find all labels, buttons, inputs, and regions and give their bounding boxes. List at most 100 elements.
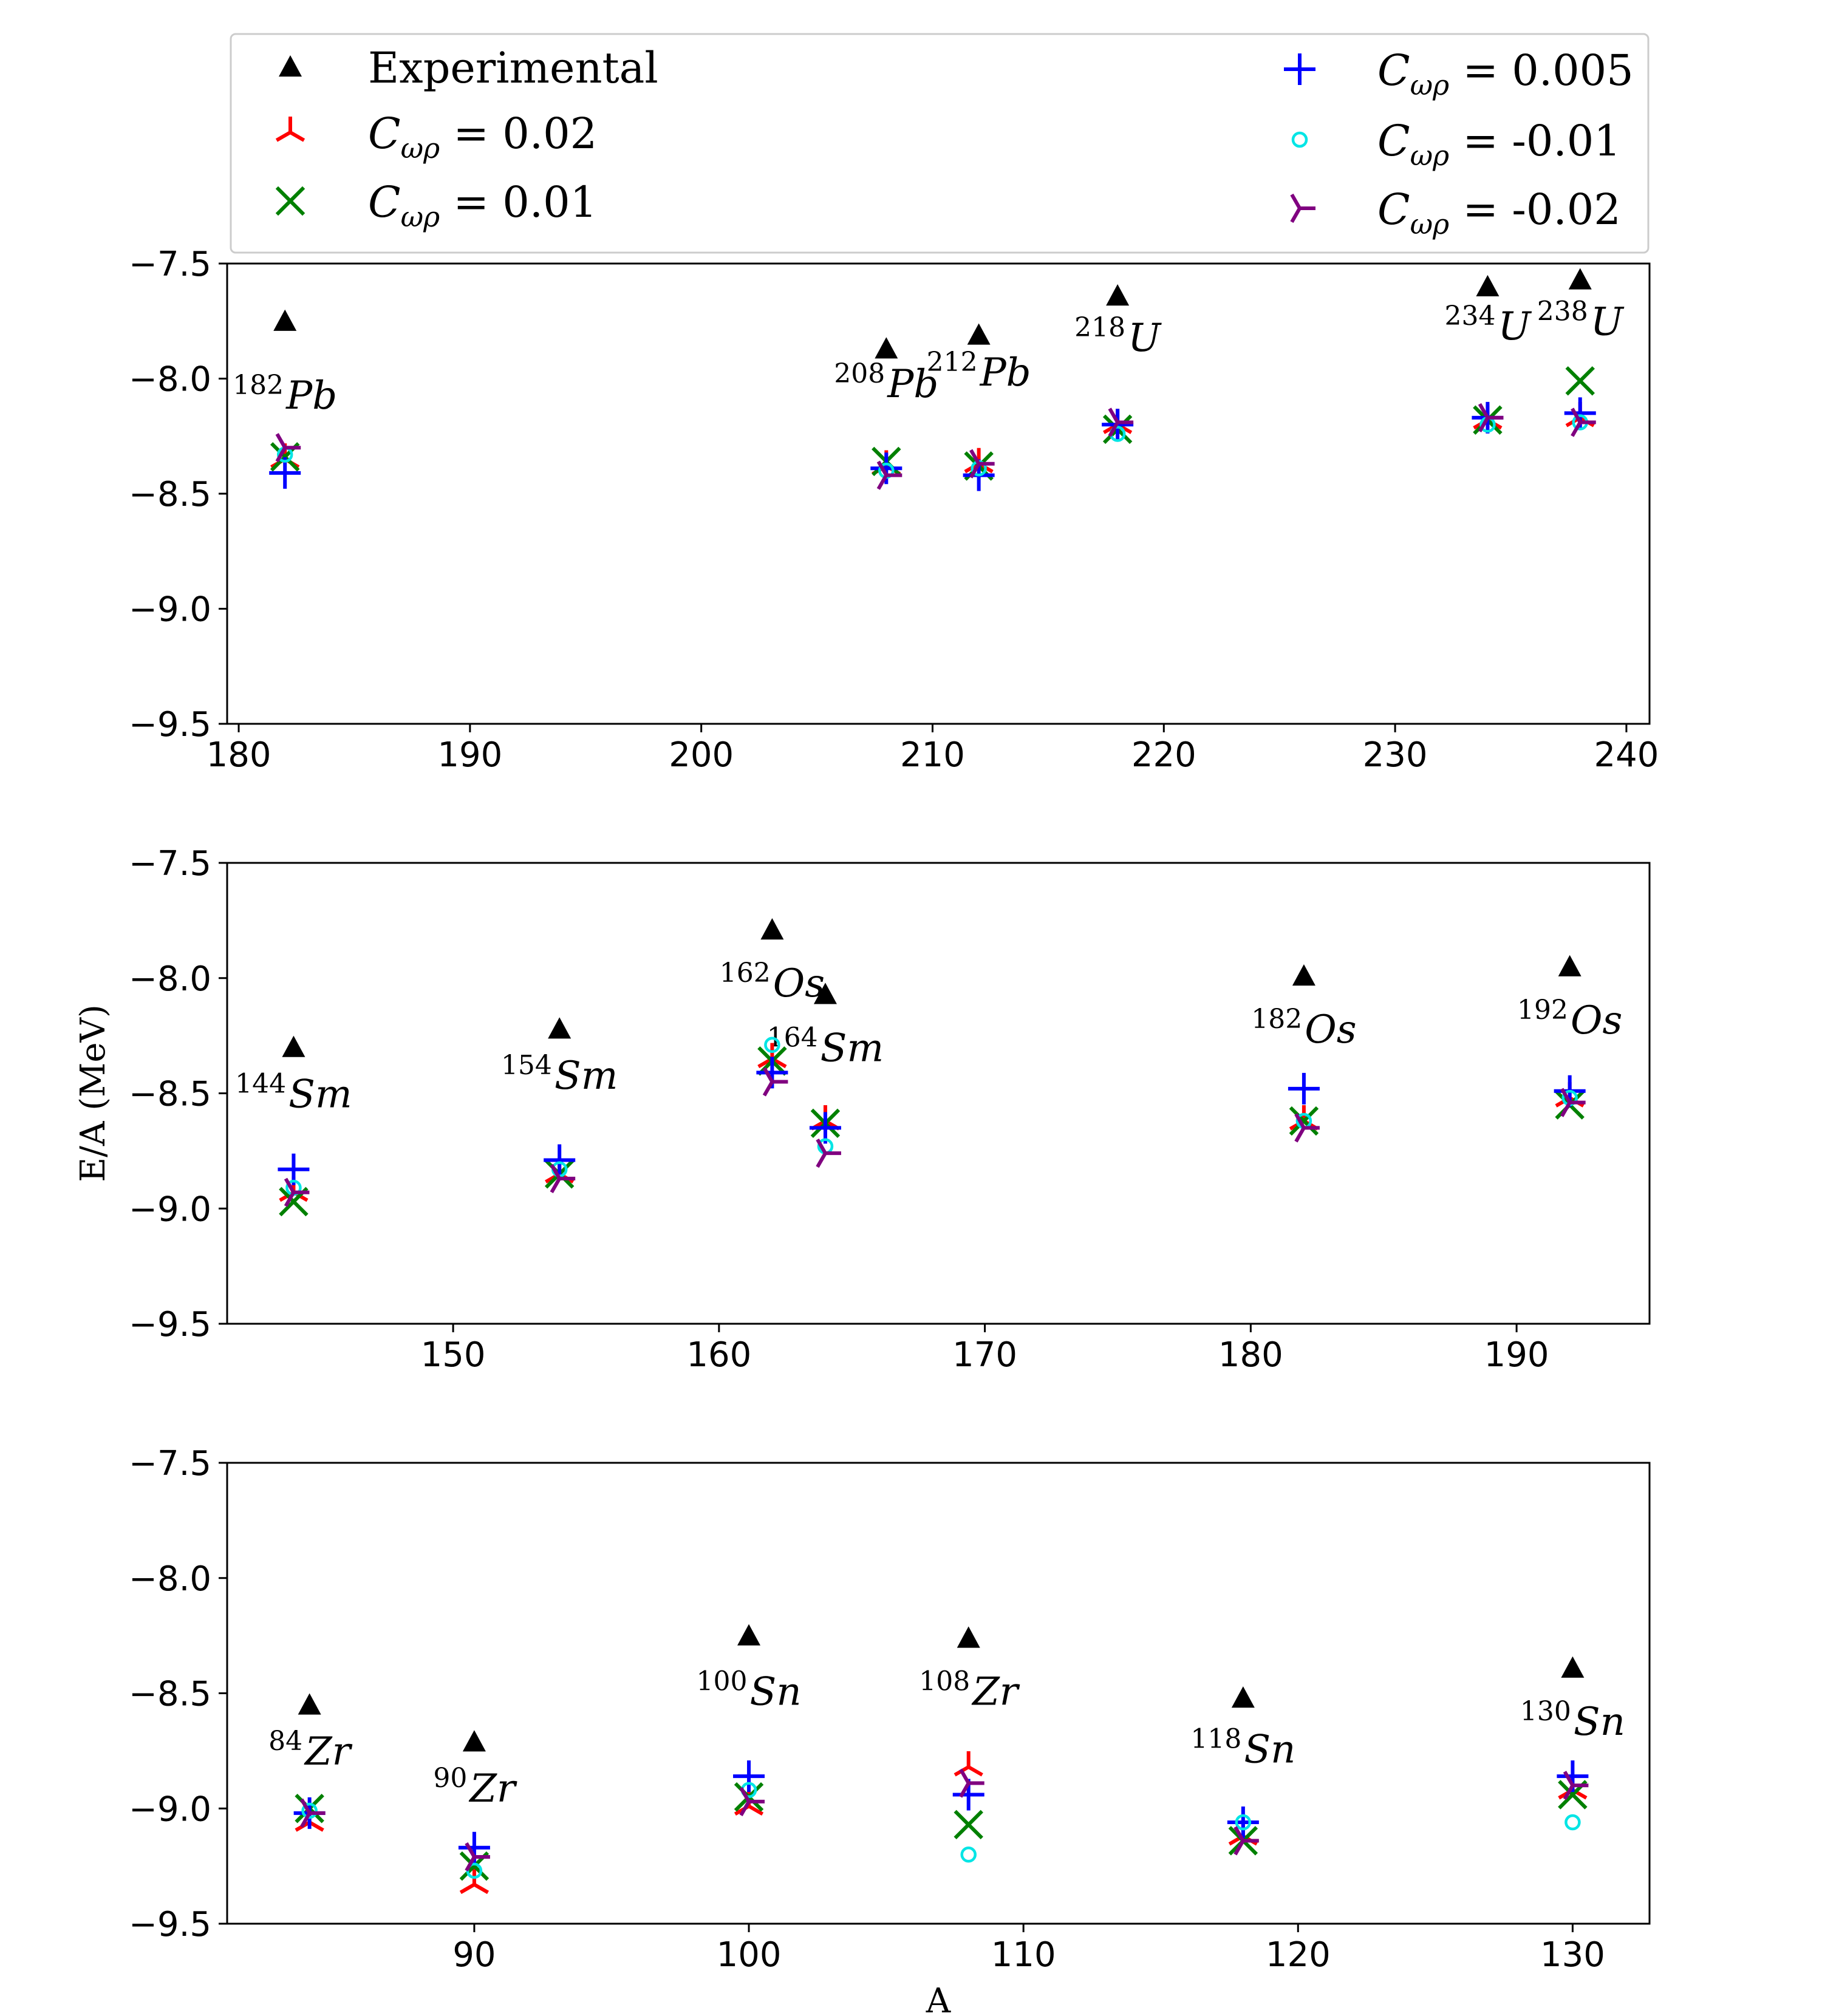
x-tick-label: 190 bbox=[437, 735, 502, 775]
svg-text:154Sm: 154Sm bbox=[501, 1050, 618, 1098]
nucleus-label: 218U bbox=[1074, 312, 1162, 361]
point-c-wr-0-01 bbox=[960, 1846, 977, 1863]
point-experimental bbox=[1561, 1656, 1585, 1678]
x-axis-title: A bbox=[926, 1981, 951, 2016]
x-tick-label: 190 bbox=[1484, 1335, 1549, 1375]
point-c-wr-0-02 bbox=[550, 1163, 576, 1194]
point-experimental bbox=[282, 1035, 305, 1057]
point-experimental bbox=[875, 337, 898, 359]
legend-coupling-symbol: C bbox=[368, 177, 401, 227]
nucleus-mass-number: 208 bbox=[834, 358, 885, 389]
legend-label: Experimental bbox=[368, 43, 658, 93]
nucleus-label: 164Sm bbox=[767, 1022, 884, 1071]
legend-coupling-subscript: ωρ bbox=[401, 200, 440, 233]
point-experimental bbox=[1558, 955, 1581, 976]
point-c-wr-0-02 bbox=[816, 1139, 841, 1168]
svg-text:192Os: 192Os bbox=[1517, 995, 1622, 1043]
point-c-wr-0-005 bbox=[544, 1144, 576, 1176]
nucleus-label: 154Sm bbox=[501, 1050, 618, 1098]
legend-marker-triangle bbox=[279, 55, 302, 77]
x-tick-label: 180 bbox=[1218, 1335, 1283, 1375]
point-c-wr-0-005 bbox=[1288, 1072, 1320, 1105]
x-tick-label: 150 bbox=[421, 1335, 486, 1375]
nucleus-symbol: Zr bbox=[971, 1669, 1020, 1714]
x-tick-label: 170 bbox=[952, 1335, 1017, 1375]
y-tick-label: −8.5 bbox=[129, 1075, 211, 1114]
nucleus-label: 162Os bbox=[720, 958, 825, 1006]
y-tick-label: −9.0 bbox=[129, 1790, 211, 1829]
svg-text:Cωρ = 0.02: Cωρ = 0.02 bbox=[368, 109, 597, 165]
x-tick-label: 240 bbox=[1594, 735, 1659, 775]
nucleus-mass-number: 108 bbox=[919, 1666, 970, 1697]
nucleus-mass-number: 218 bbox=[1074, 312, 1125, 343]
point-c-wr-0-02 bbox=[300, 1798, 326, 1828]
point-experimental bbox=[273, 309, 297, 331]
x-tick-label: 130 bbox=[1540, 1935, 1605, 1975]
nucleus-mass-number: 238 bbox=[1537, 296, 1588, 327]
point-c-wr-0-005 bbox=[733, 1760, 765, 1793]
nucleus-mass-number: 90 bbox=[433, 1763, 467, 1794]
legend-marker-tri_down bbox=[275, 117, 305, 142]
svg-text:182Pb: 182Pb bbox=[233, 370, 337, 418]
legend-coupling-subscript: ωρ bbox=[1410, 139, 1450, 172]
nucleus-symbol: U bbox=[1591, 299, 1625, 344]
nucleus-label: 90Zr bbox=[433, 1763, 517, 1811]
legend-coupling-value: = 0.02 bbox=[440, 109, 597, 158]
y-tick-label: −9.5 bbox=[129, 1305, 211, 1344]
nucleus-symbol: Os bbox=[1571, 998, 1622, 1043]
svg-text:84Zr: 84Zr bbox=[268, 1726, 352, 1774]
point-c-wr-0-02 bbox=[1233, 1826, 1259, 1856]
point-c-wr-0-005 bbox=[1227, 1807, 1259, 1839]
legend-coupling-symbol: C bbox=[368, 109, 401, 158]
legend-entry: Cωρ = 0.02 bbox=[275, 109, 597, 165]
nucleus-symbol: Zr bbox=[468, 1766, 517, 1811]
legend-coupling-value: = -0.02 bbox=[1449, 185, 1621, 234]
point-experimental bbox=[1106, 284, 1130, 306]
point-experimental bbox=[1568, 268, 1592, 290]
nucleus-label: 100Sn bbox=[697, 1666, 802, 1714]
panel-bottom: −7.5−8.0−8.5−9.0−9.590 100 110 120 130A84Zr9… bbox=[129, 1444, 1651, 2016]
nucleus-label: 234U bbox=[1444, 301, 1532, 349]
nucleus-mass-number: 192 bbox=[1517, 995, 1568, 1026]
point-c-wr-0-02 bbox=[284, 1177, 310, 1207]
point-c-wr-0-01 bbox=[1235, 1814, 1252, 1831]
nucleus-label: 182Pb bbox=[233, 370, 337, 418]
svg-text:182Os: 182Os bbox=[1251, 1004, 1356, 1052]
nucleus-mass-number: 84 bbox=[268, 1726, 302, 1757]
point-c-wr-0-02 bbox=[959, 1768, 984, 1798]
legend-entry: Experimental bbox=[279, 43, 658, 93]
nucleus-symbol: Os bbox=[773, 961, 825, 1006]
y-tick-label: −8.0 bbox=[129, 1559, 211, 1599]
point-c-wr-0-02 bbox=[954, 1751, 983, 1777]
y-tick-label: −9.0 bbox=[129, 590, 211, 630]
x-tick-label: 110 bbox=[991, 1935, 1056, 1975]
nucleus-mass-number: 144 bbox=[235, 1068, 286, 1099]
x-tick-label: 180 bbox=[206, 735, 271, 775]
y-tick-label: −9.5 bbox=[129, 705, 211, 744]
point-experimental bbox=[760, 918, 784, 940]
nucleus-symbol: Pb bbox=[887, 362, 938, 407]
point-c-wr-0-01 bbox=[301, 1802, 318, 1819]
y-tick-label: −8.0 bbox=[129, 360, 211, 400]
nucleus-label: 144Sm bbox=[235, 1068, 352, 1117]
nucleus-mass-number: 182 bbox=[1251, 1004, 1302, 1035]
svg-text:164Sm: 164Sm bbox=[767, 1022, 884, 1071]
y-tick-label: −8.5 bbox=[129, 475, 211, 514]
svg-text:208Pb: 208Pb bbox=[834, 358, 938, 407]
nucleus-symbol: U bbox=[1128, 316, 1162, 361]
point-experimental bbox=[1292, 964, 1315, 986]
x-tick-label: 160 bbox=[686, 1335, 751, 1375]
y-tick-label: −8.5 bbox=[129, 1675, 211, 1714]
svg-text:Cωρ = 0.005: Cωρ = 0.005 bbox=[1377, 46, 1634, 101]
legend-entry: Cωρ = 0.01 bbox=[275, 177, 597, 233]
nucleus-label: 108Zr bbox=[919, 1666, 1020, 1714]
nucleus-mass-number: 154 bbox=[501, 1050, 552, 1081]
legend-coupling-value: = 0.01 bbox=[440, 177, 597, 227]
y-tick-label: −7.5 bbox=[129, 245, 211, 284]
nucleus-mass-number: 100 bbox=[697, 1666, 748, 1697]
legend-entry: Cωρ = 0.005 bbox=[1284, 46, 1634, 101]
plot-frame bbox=[226, 262, 1651, 725]
svg-text:Cωρ = -0.01: Cωρ = -0.01 bbox=[1377, 116, 1621, 172]
nucleus-symbol: Sm bbox=[554, 1054, 618, 1098]
point-c-wr-0-02 bbox=[465, 1842, 490, 1872]
